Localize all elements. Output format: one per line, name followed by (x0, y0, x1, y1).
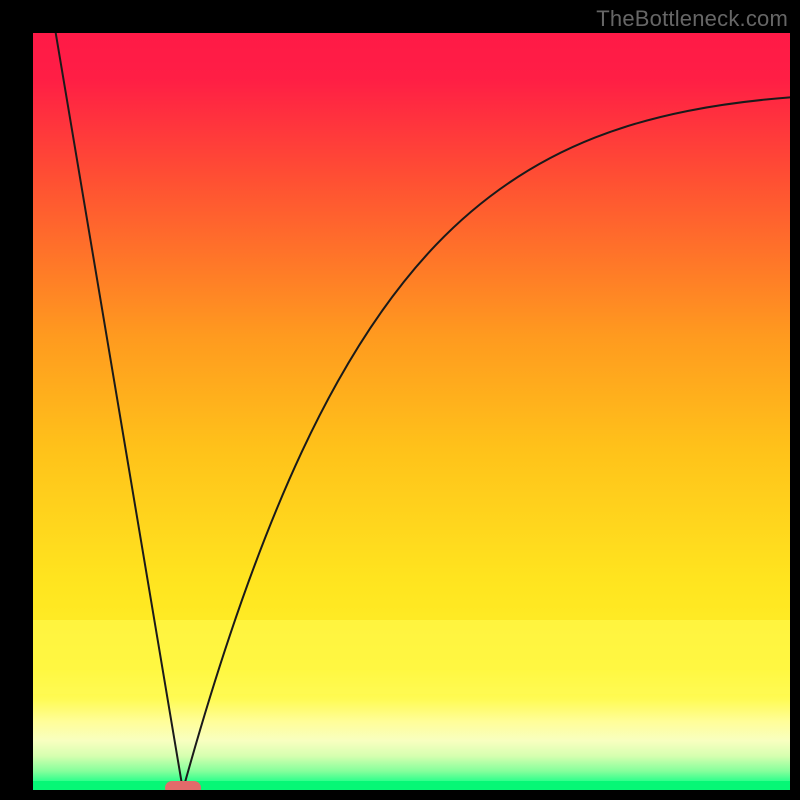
plot-area (33, 33, 790, 790)
optimal-point-marker (165, 781, 201, 790)
chart-container: TheBottleneck.com (0, 0, 800, 800)
curve-layer (33, 33, 790, 790)
watermark-label: TheBottleneck.com (596, 6, 788, 32)
bottleneck-curve (56, 33, 790, 790)
